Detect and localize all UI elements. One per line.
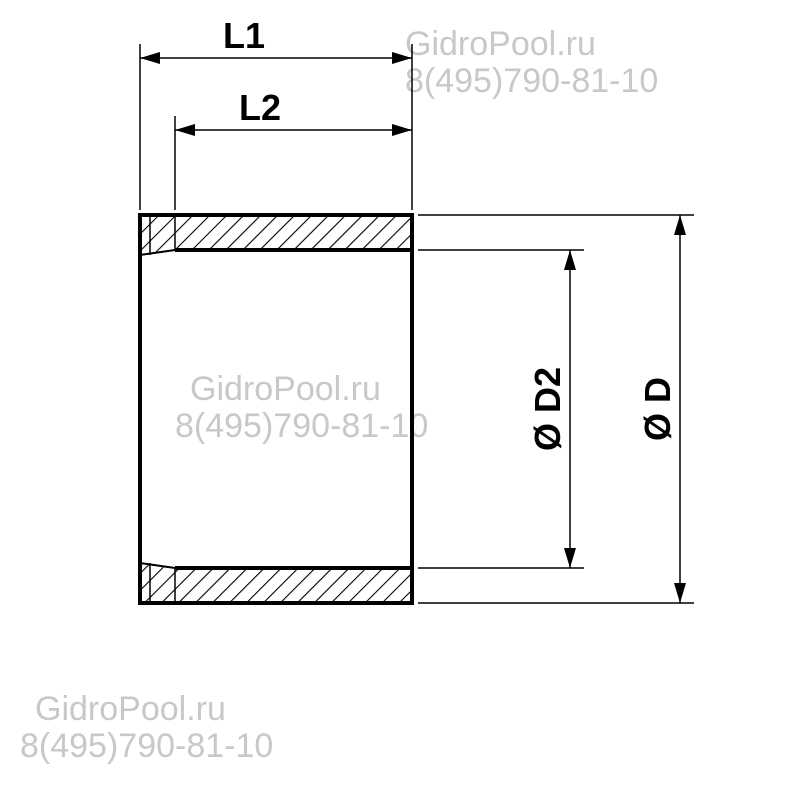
watermark-2-line2: 8(495)790-81-10 — [175, 407, 428, 445]
watermark-1-line1: GidroPool.ru — [405, 25, 596, 63]
label-L2: L2 — [239, 87, 281, 128]
watermark-3-line1: GidroPool.ru — [35, 690, 226, 728]
dimension-D2: Ø D2 — [418, 250, 584, 568]
label-D2: Ø D2 — [527, 367, 568, 451]
label-D: Ø D — [637, 377, 678, 441]
label-L1: L1 — [223, 15, 265, 56]
dimension-L2: L2 — [175, 87, 412, 210]
watermark-1-line2: 8(495)790-81-10 — [405, 62, 658, 100]
watermark-3-line2: 8(495)790-81-10 — [20, 727, 273, 765]
watermark-2-line1: GidroPool.ru — [190, 370, 381, 408]
bushing-drawing: GidroPool.ru 8(495)790-81-10 GidroPool.r… — [0, 0, 800, 800]
